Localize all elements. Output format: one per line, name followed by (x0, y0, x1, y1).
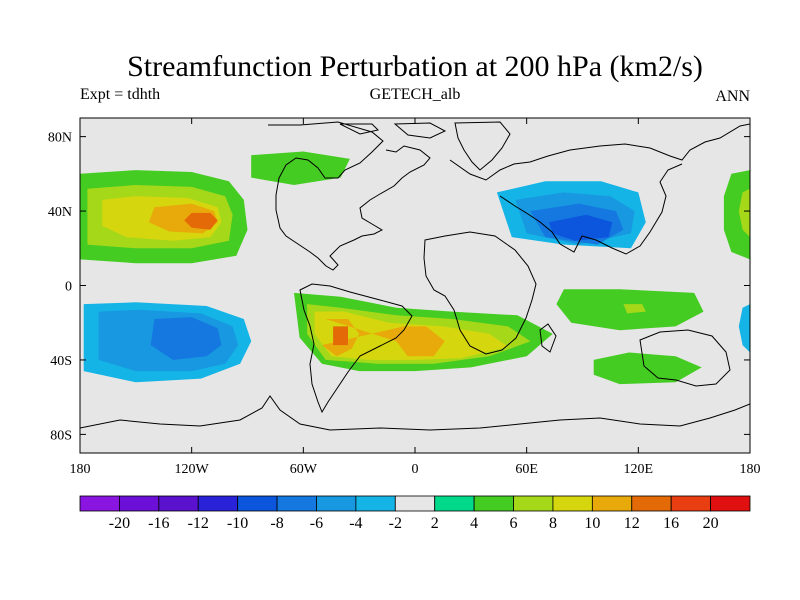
contour-atlantic-low--2 (366, 203, 434, 267)
y-tick-label: 80S (50, 428, 72, 443)
feature-north-pacific-high (80, 170, 248, 264)
feature-indian-ocean-high (556, 289, 704, 331)
colorbar-label: -20 (109, 515, 130, 532)
coast-antarctica (80, 395, 750, 431)
colorbar-swatch (591, 495, 633, 512)
contour-africa-low--2 (439, 259, 497, 293)
colorbar-swatch (119, 495, 160, 512)
contour-east-pacific-high-6 (738, 188, 750, 238)
colorbar-label: 2 (431, 515, 439, 532)
x-tick-label: 180 (70, 462, 91, 477)
colorbar-label: 16 (663, 515, 679, 532)
contour-arctic-high-4 (251, 151, 350, 185)
feature-east-pacific-high (723, 170, 750, 260)
feature-east-pacific-low (723, 292, 750, 375)
colorbar-swatch (237, 495, 278, 512)
colorbar-label: -6 (310, 515, 323, 532)
chart-title: Streamfunction Perturbation at 200 hPa (… (127, 50, 703, 83)
coast-europe (449, 123, 750, 181)
colorbar-swatch (434, 495, 475, 512)
y-tick-label: 40N (48, 205, 72, 220)
colorbar-swatch (316, 495, 357, 512)
colorbar-label: 6 (510, 515, 518, 532)
colorbar-label: -4 (349, 515, 362, 532)
colorbar-swatch (355, 495, 396, 512)
y-tick-label: 40S (50, 354, 72, 369)
coastlines (80, 121, 750, 431)
colorbar-label: 8 (549, 515, 557, 532)
colorbar-swatch (197, 495, 239, 512)
coast-asia (499, 163, 683, 255)
x-tick-label: 0 (412, 462, 419, 477)
colorbar-label: 20 (703, 515, 719, 532)
y-tick-label: 80N (48, 131, 72, 146)
colorbar-swatch (79, 495, 120, 512)
colorbar-swatch (670, 495, 711, 512)
contour-east-pacific-low--4 (738, 304, 750, 353)
feature-southern-indian-high (593, 352, 702, 385)
x-tick-label: 180 (740, 462, 761, 477)
coast-south-america (299, 283, 413, 414)
colorbar-label: -16 (148, 515, 169, 532)
colorbar-swatch (710, 495, 751, 512)
map-background (80, 118, 750, 453)
y-tick-label: 0 (65, 280, 72, 295)
colorbar-swatch (158, 495, 199, 512)
colorbar-swatch (394, 495, 436, 512)
feature-arctic-high (251, 151, 350, 185)
contour-north-pacific-high-12 (184, 212, 218, 230)
contour-south-pacific-low--8 (150, 317, 222, 360)
colorbar-label: 12 (624, 515, 640, 532)
feature-south-pacific-low (80, 291, 267, 394)
coast-greenland (454, 121, 511, 171)
colorbar-swatch (513, 495, 554, 512)
feature-africa-low (439, 259, 497, 293)
experiment-label: Expt = tdhth (80, 86, 160, 103)
coast-madagascar (539, 323, 557, 353)
contour-southern-subtropical-high-12 (333, 326, 348, 346)
colorbar-label: -8 (270, 515, 283, 532)
x-tick-label: 120W (175, 462, 210, 477)
coast-australia (639, 329, 731, 387)
colorbar-label: -10 (227, 515, 248, 532)
colorbar-swatch (276, 495, 317, 512)
colorbar-swatch (473, 495, 514, 512)
contour-southern-subtropical-high-10 (321, 319, 445, 357)
feature-atlantic-low (366, 203, 434, 267)
map-axes: 180 120W 60W 0 60E 120E 180 80N 40N 0 40S 80S (48, 118, 761, 477)
coast-arctic-islands (339, 122, 447, 139)
colorbar-label: -12 (188, 515, 209, 532)
x-tick-label: 60W (290, 462, 318, 477)
coast-north-america (268, 121, 431, 271)
colorbar-swatch (552, 495, 593, 512)
contour-asia-low--10 (549, 214, 613, 241)
colorbar-label: 10 (584, 515, 600, 532)
contour-southern-indian-high-4 (593, 352, 702, 385)
colorbar-swatch (631, 495, 672, 512)
x-tick-label: 60E (515, 462, 538, 477)
x-tick-label: 120E (624, 462, 654, 477)
contour-indian-ocean-high-6 (623, 304, 646, 314)
dataset-label: GETECH_alb (370, 86, 461, 103)
feature-asia-low (452, 162, 654, 267)
coast-africa (423, 231, 537, 355)
colorbar: -20 -16 -12 -10 -8 -6 -4 -2 2 4 6 8 10 12 16 20 (79, 495, 751, 532)
season-label: ANN (715, 88, 750, 105)
colorbar-label: -2 (389, 515, 402, 532)
colorbar-label: 4 (470, 515, 478, 532)
